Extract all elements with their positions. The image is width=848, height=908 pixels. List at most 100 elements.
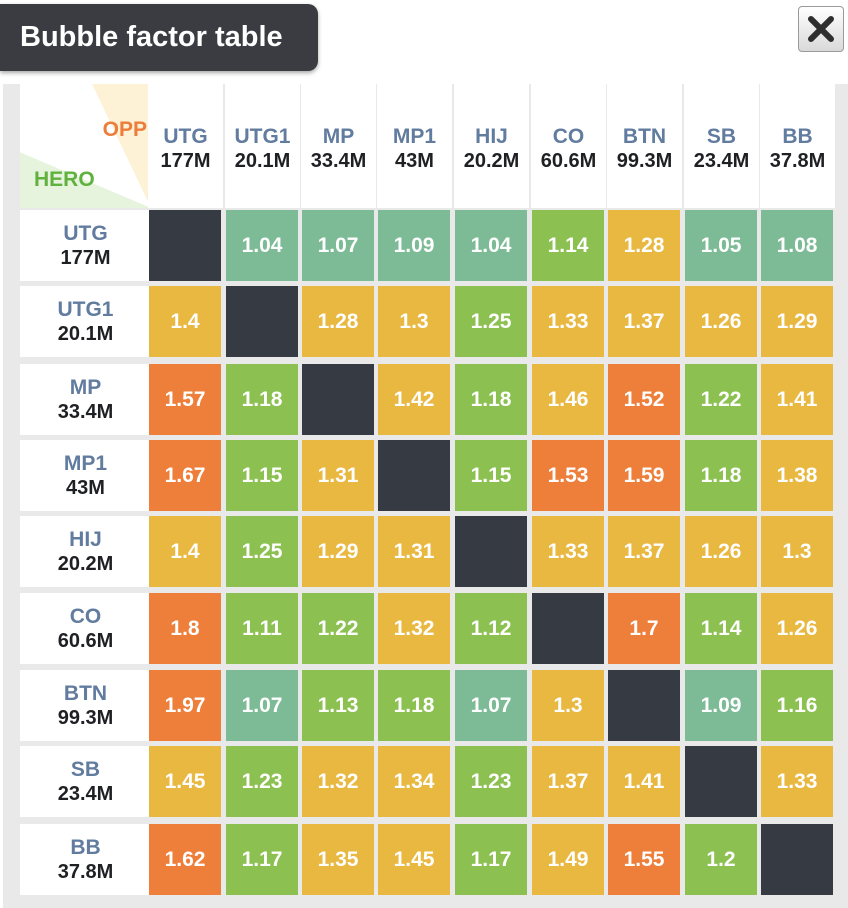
row-header-bb: BB 37.8M [20, 824, 151, 895]
bubble-factor-cell: 1.38 [761, 440, 833, 511]
row-header-sb: SB 23.4M [20, 746, 151, 817]
bubble-factor-cell: 1.31 [378, 516, 450, 587]
bubble-factor-cell: 1.45 [149, 746, 221, 817]
row-header-position: CO [69, 604, 102, 628]
table-corner: OPP HERO [20, 84, 151, 208]
row-header-stack: 33.4M [57, 400, 114, 423]
row-header-mp: MP 33.4M [20, 364, 151, 435]
diagonal-cell [226, 286, 298, 357]
col-header-position: BB [782, 125, 813, 148]
diagonal-cell [685, 746, 757, 817]
row-header-position: BTN [63, 681, 108, 705]
col-header-stack: 60.6M [540, 150, 597, 172]
row-header-stack: 60.6M [57, 629, 114, 652]
col-header-stack: 177M [160, 150, 211, 172]
bubble-factor-cell: 1.17 [455, 824, 527, 895]
bubble-factor-cell: 1.07 [302, 210, 374, 281]
diagonal-cell [532, 593, 604, 664]
bubble-factor-cell: 1.45 [378, 824, 450, 895]
close-x-icon [808, 16, 834, 42]
diagonal-cell [761, 824, 833, 895]
row-header-stack: 99.3M [57, 706, 114, 729]
col-header-position: MP1 [392, 125, 437, 148]
bubble-factor-cell: 1.26 [685, 286, 757, 357]
bubble-factor-cell: 1.08 [761, 210, 833, 281]
row-header-stack: 20.2M [57, 552, 114, 575]
bubble-factor-cell: 1.32 [302, 746, 374, 817]
bubble-factor-cell: 1.11 [226, 593, 298, 664]
bubble-factor-cell: 1.33 [532, 516, 604, 587]
bubble-factor-table: OPP HERO UTG 177M UTG 177M UTG1 20.1M UTG1 20.1… [3, 84, 848, 908]
diagonal-cell [302, 364, 374, 435]
col-header-utg1: UTG1 20.1M [225, 84, 300, 208]
col-header-stack: 37.8M [769, 150, 826, 172]
row-header-btn: BTN 99.3M [20, 670, 151, 741]
bubble-factor-cell: 1.12 [455, 593, 527, 664]
bubble-factor-cell: 1.41 [761, 364, 833, 435]
diagonal-cell [149, 210, 221, 281]
bubble-factor-cell: 1.4 [149, 286, 221, 357]
col-header-stack: 99.3M [616, 150, 673, 172]
hero-axis-label: HERO [34, 168, 95, 191]
bubble-factor-cell: 1.13 [302, 670, 374, 741]
bubble-factor-cell: 1.37 [608, 286, 680, 357]
col-header-mp: MP 33.4M [301, 84, 376, 208]
col-header-co: CO 60.6M [531, 84, 606, 208]
window-title: Bubble factor table [0, 4, 318, 71]
col-header-position: UTG [163, 125, 208, 148]
bubble-factor-cell: 1.7 [608, 593, 680, 664]
bubble-factor-cell: 1.59 [608, 440, 680, 511]
col-header-position: BTN [622, 125, 667, 148]
col-header-stack: 23.4M [693, 150, 750, 172]
col-header-position: SB [706, 125, 737, 148]
bubble-factor-cell: 1.28 [302, 286, 374, 357]
bubble-factor-cell: 1.29 [302, 516, 374, 587]
bubble-factor-cell: 1.07 [226, 670, 298, 741]
close-button[interactable] [798, 6, 844, 52]
bubble-factor-cell: 1.41 [608, 746, 680, 817]
col-header-stack: 20.2M [463, 150, 520, 172]
bubble-factor-cell: 1.3 [532, 670, 604, 741]
bubble-factor-cell: 1.3 [761, 516, 833, 587]
bubble-factor-cell: 1.09 [378, 210, 450, 281]
row-header-utg: UTG 177M [20, 210, 151, 281]
bubble-factor-cell: 1.37 [608, 516, 680, 587]
bubble-factor-cell: 1.15 [226, 440, 298, 511]
col-header-position: UTG1 [234, 125, 291, 148]
row-header-stack: 20.1M [57, 322, 114, 345]
bubble-factor-cell: 1.18 [226, 364, 298, 435]
bubble-factor-cell: 1.31 [302, 440, 374, 511]
bubble-factor-cell: 1.04 [455, 210, 527, 281]
bubble-factor-cell: 1.26 [685, 516, 757, 587]
col-header-hij: HIJ 20.2M [454, 84, 529, 208]
bubble-factor-cell: 1.18 [685, 440, 757, 511]
bubble-factor-cell: 1.52 [608, 364, 680, 435]
bubble-factor-cell: 1.28 [608, 210, 680, 281]
bubble-factor-cell: 1.17 [226, 824, 298, 895]
bubble-factor-cell: 1.22 [685, 364, 757, 435]
bubble-factor-cell: 1.34 [378, 746, 450, 817]
col-header-mp1: MP1 43M [377, 84, 452, 208]
bubble-factor-cell: 1.22 [302, 593, 374, 664]
row-header-hij: HIJ 20.2M [20, 516, 151, 587]
bubble-factor-cell: 1.2 [685, 824, 757, 895]
row-header-co: CO 60.6M [20, 593, 151, 664]
bubble-factor-cell: 1.49 [532, 824, 604, 895]
bubble-factor-cell: 1.42 [378, 364, 450, 435]
row-header-stack: 43M [66, 476, 105, 499]
bubble-factor-cell: 1.33 [761, 746, 833, 817]
col-header-stack: 20.1M [234, 150, 291, 172]
row-header-stack: 23.4M [57, 782, 114, 805]
col-header-position: MP [322, 125, 355, 148]
bubble-factor-cell: 1.55 [608, 824, 680, 895]
bubble-factor-cell: 1.35 [302, 824, 374, 895]
bubble-factor-cell: 1.15 [455, 440, 527, 511]
bubble-factor-cell: 1.4 [149, 516, 221, 587]
bubble-factor-cell: 1.09 [685, 670, 757, 741]
row-header-utg1: UTG1 20.1M [20, 286, 151, 357]
row-header-position: SB [70, 757, 101, 781]
bubble-factor-cell: 1.04 [226, 210, 298, 281]
diagonal-cell [608, 670, 680, 741]
row-header-mp1: MP1 43M [20, 440, 151, 511]
window-title-text: Bubble factor table [20, 21, 283, 53]
